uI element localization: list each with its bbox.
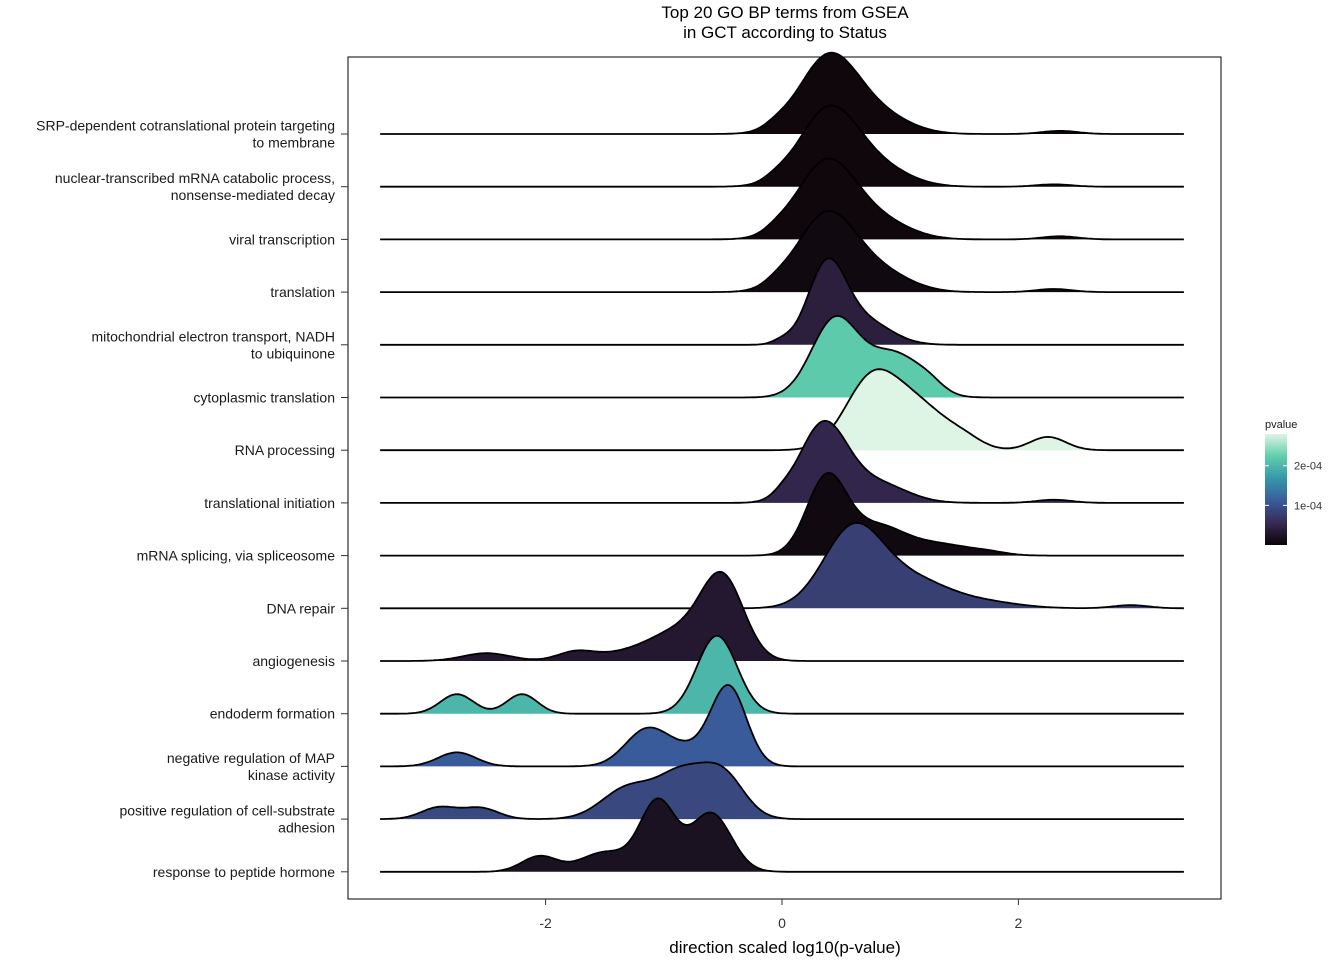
y-tick-label: to ubiquinone — [251, 345, 335, 361]
ridge — [380, 761, 1184, 820]
legend-tick-label: 2e-04 — [1294, 461, 1322, 473]
ridge — [380, 314, 1184, 399]
y-tick-label: mRNA splicing, via spliceosome — [137, 548, 336, 564]
ridge-area — [380, 522, 1184, 609]
ridge — [380, 257, 1184, 346]
legend-ticks: 1e-04 2e-04 — [1265, 461, 1322, 512]
y-tick-label: viral transcription — [229, 231, 335, 247]
ridge — [380, 570, 1184, 662]
x-axis: -2 0 2 — [539, 899, 1023, 931]
y-tick-label: response to peptide hormone — [153, 864, 335, 880]
ridge — [380, 104, 1184, 188]
y-axis: response to peptide hormone positive regu… — [36, 118, 348, 880]
ridge — [380, 368, 1184, 452]
y-tick-label: cytoplasmic translation — [193, 390, 335, 406]
x-tick-label: 2 — [1015, 915, 1023, 931]
ridge-outline — [380, 797, 1184, 873]
ridge-area — [380, 158, 1184, 240]
ridge-outline — [380, 368, 1184, 452]
ridge-outline — [380, 419, 1184, 504]
ridge-area — [380, 635, 1184, 714]
ridge-area — [380, 52, 1184, 135]
ridge-outline — [380, 471, 1184, 557]
ridge-area — [380, 315, 1184, 398]
ridge — [380, 634, 1184, 715]
ridge-outline — [380, 634, 1184, 715]
ridge-area — [380, 105, 1184, 187]
ridge-area — [380, 762, 1184, 820]
y-tick-label: translation — [270, 284, 335, 300]
ridge — [380, 521, 1184, 610]
ridge — [380, 157, 1184, 241]
legend-colorbar — [1265, 434, 1287, 545]
x-tick-label: 0 — [778, 915, 786, 931]
ridges-layer — [380, 51, 1184, 873]
ridge-outline — [380, 210, 1184, 293]
ridge-outline — [380, 51, 1184, 135]
color-legend: pvalue 1e-04 2e-04 — [1265, 419, 1322, 545]
ridge-area — [380, 571, 1184, 661]
y-tick-label: RNA processing — [235, 442, 335, 458]
y-tick-label: endoderm formation — [210, 706, 335, 722]
ridge-area — [380, 685, 1184, 767]
y-tick-label: mitochondrial electron transport, NADH — [91, 328, 335, 344]
chart-title-line-1: Top 20 GO BP terms from GSEA — [661, 3, 909, 22]
chart-title-line-2: in GCT according to Status — [683, 23, 887, 42]
x-axis-label: direction scaled log10(p-value) — [669, 938, 901, 957]
ridge-outline — [380, 521, 1184, 610]
ridge-area — [380, 369, 1184, 451]
ridge-area — [380, 211, 1184, 293]
ridge-outline — [380, 257, 1184, 346]
x-tick-label: -2 — [539, 915, 552, 931]
ridge — [380, 471, 1184, 557]
y-tick-label: SRP-dependent cotranslational protein ta… — [36, 118, 335, 134]
ridge-outline — [380, 684, 1184, 768]
ridge-outline — [380, 314, 1184, 399]
ridge-outline — [380, 570, 1184, 662]
y-tick-label: positive regulation of cell-substrate — [119, 803, 335, 819]
y-tick-label: to membrane — [253, 135, 336, 151]
y-tick-label: angiogenesis — [252, 653, 335, 669]
ridge-outline — [380, 157, 1184, 241]
y-tick-label: nonsense-mediated decay — [171, 187, 335, 203]
ridge — [380, 210, 1184, 293]
y-tick-label: kinase activity — [248, 767, 335, 783]
ridge — [380, 51, 1184, 135]
ridge-area — [380, 798, 1184, 872]
y-tick-label: nuclear-transcribed mRNA catabolic proce… — [55, 170, 335, 186]
y-tick-label: negative regulation of MAP — [167, 750, 335, 766]
legend-tick-label: 1e-04 — [1294, 500, 1322, 512]
legend-title: pvalue — [1265, 419, 1297, 431]
y-tick-label: translational initiation — [204, 495, 335, 511]
y-tick-label: DNA repair — [267, 600, 336, 616]
y-tick-label: adhesion — [278, 820, 335, 836]
ridge-outline — [380, 761, 1184, 820]
ridge-area — [380, 420, 1184, 503]
ridge — [380, 419, 1184, 504]
ridge — [380, 684, 1184, 768]
ridge — [380, 797, 1184, 873]
plot-panel — [347, 56, 1222, 900]
ridge-outline — [380, 104, 1184, 188]
